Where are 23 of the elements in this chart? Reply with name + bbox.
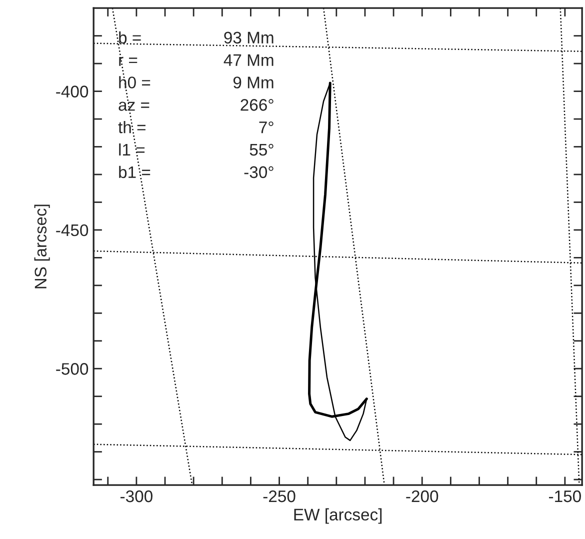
y-tick-label: -400 <box>56 86 88 98</box>
annotation: -30° <box>244 166 274 178</box>
y-tick-label: -500 <box>56 363 88 375</box>
y-tick-label: -450 <box>56 224 88 236</box>
annotation: r = <box>119 56 138 66</box>
annotation: 93 Mm <box>224 32 274 44</box>
annotation: h0 = <box>119 76 150 88</box>
x-tick-label: -250 <box>263 490 296 502</box>
annotation: 266° <box>240 99 274 111</box>
annotation: 7° <box>259 121 274 134</box>
annotation: th = <box>118 121 146 134</box>
annotation: 47 Mm <box>224 54 274 66</box>
annotation: b1 = <box>119 166 150 178</box>
annotation: az = <box>118 102 150 111</box>
x-axis-title: EW [arcsec] <box>294 508 382 524</box>
annotation: l1 = <box>119 143 145 156</box>
x-tick-label: -200 <box>406 490 438 502</box>
annotation: 55° <box>250 144 274 156</box>
annotation: b = <box>119 31 141 44</box>
annotation: 9 Mm <box>233 76 274 88</box>
x-tick-label: -300 <box>120 490 152 502</box>
y-axis-title: NS [arcsec] <box>34 204 50 288</box>
x-tick-label: -150 <box>549 490 581 502</box>
